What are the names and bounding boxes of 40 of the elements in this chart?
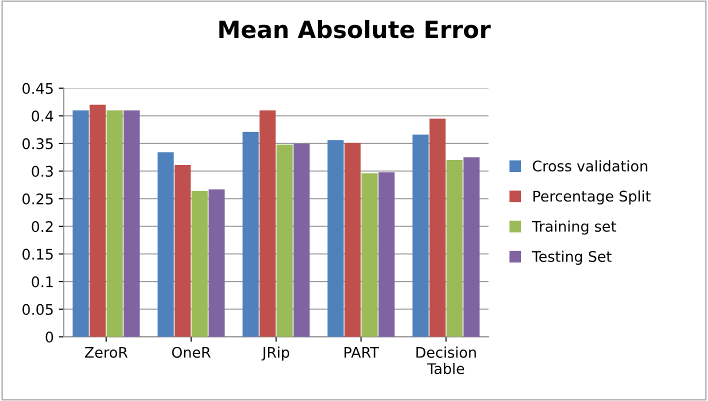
legend-label: Testing Set <box>532 250 612 265</box>
x-tick-label: Decision Table <box>416 346 476 374</box>
chart-title: Mean Absolute Error <box>219 20 491 38</box>
legend-label: Percentage Split <box>533 190 651 205</box>
y-tick-label: 0.05 <box>22 304 53 315</box>
x-tick-label: PART <box>344 347 380 358</box>
bar <box>412 134 429 337</box>
legend-label: Cross validation <box>532 160 648 172</box>
bar <box>294 143 310 337</box>
bar <box>446 160 463 337</box>
bar <box>208 189 225 337</box>
bar <box>72 110 89 337</box>
bar <box>260 110 276 337</box>
bar <box>378 172 395 337</box>
bar <box>362 173 378 337</box>
y-tick-label: 0 <box>46 332 54 343</box>
bar <box>158 152 174 337</box>
bar <box>90 104 106 337</box>
x-tick-label: OneR <box>172 346 211 358</box>
y-tick-label: 0.35 <box>22 138 53 150</box>
bar <box>429 118 446 337</box>
x-tick-label: ZeroR <box>85 347 128 358</box>
bar <box>242 132 259 337</box>
y-tick-label: 0.1 <box>32 276 53 288</box>
y-tick-label: 0.15 <box>22 248 53 260</box>
y-tick-label: 0.25 <box>22 193 53 204</box>
y-tick-label: 0.4 <box>32 110 54 122</box>
y-tick-label: 0.45 <box>22 82 53 94</box>
bar <box>328 140 344 337</box>
x-tick-label: JRip <box>261 346 290 361</box>
bar <box>106 110 123 337</box>
bar <box>192 190 208 337</box>
y-tick-label: 0.2 <box>32 221 53 232</box>
bar <box>344 142 361 337</box>
bar <box>276 144 293 337</box>
bar <box>463 157 480 337</box>
legend-label: Training set <box>532 220 616 235</box>
bar <box>174 165 191 337</box>
y-tick-label: 0.3 <box>32 166 53 177</box>
bar <box>124 110 140 337</box>
